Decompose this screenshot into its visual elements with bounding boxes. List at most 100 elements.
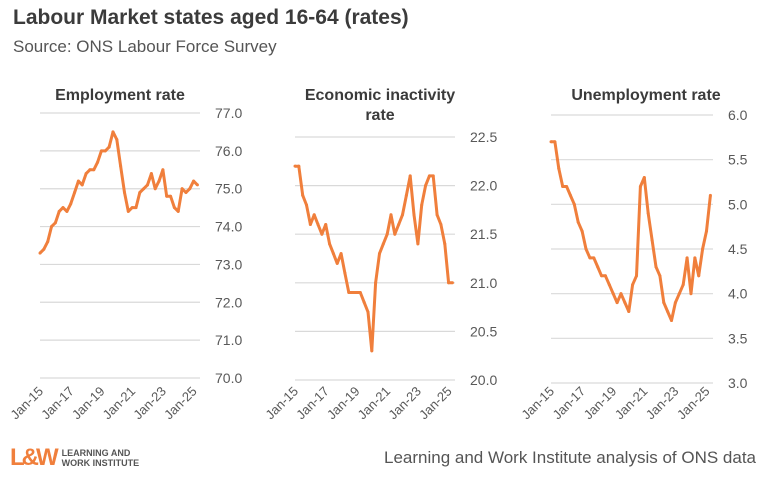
data-point [638, 184, 642, 188]
y-tick-label: 77.0 [215, 105, 242, 121]
data-point [377, 252, 381, 256]
data-point [324, 222, 328, 226]
data-point [584, 247, 588, 251]
data-point [549, 140, 553, 144]
data-point [339, 252, 343, 256]
data-point [693, 256, 697, 260]
data-point [424, 184, 428, 188]
data-point [328, 242, 332, 246]
data-point [685, 256, 689, 260]
y-tick-label: 4.5 [728, 241, 748, 257]
data-point [623, 301, 627, 305]
series-line [295, 164, 453, 353]
y-tick-label: 70.0 [215, 370, 242, 386]
data-point [576, 220, 580, 224]
data-point [374, 281, 378, 285]
data-point [354, 291, 358, 295]
data-point [592, 256, 596, 260]
data-point [161, 168, 165, 172]
data-point [635, 274, 639, 278]
data-point [565, 184, 569, 188]
data-point [312, 213, 316, 217]
data-point [126, 209, 130, 213]
data-point [408, 174, 412, 178]
data-point [335, 261, 339, 265]
data-point [343, 271, 347, 275]
data-point [99, 149, 103, 153]
data-point [119, 164, 123, 168]
data-point [57, 209, 61, 213]
data-point [53, 221, 57, 225]
data-point [447, 281, 451, 285]
data-point [416, 242, 420, 246]
data-point [153, 187, 157, 191]
data-point [184, 191, 188, 194]
x-tick-label: Jan-23 [130, 384, 169, 423]
x-tick-label: Jan-25 [674, 384, 713, 423]
data-point [654, 265, 658, 269]
data-point [443, 242, 447, 246]
y-tick-label: 73.0 [215, 256, 242, 272]
y-tick-label: 22.0 [470, 178, 497, 194]
data-point [572, 202, 576, 206]
y-tick-label: 75.0 [215, 181, 242, 197]
data-point [658, 274, 662, 278]
chart-2: Economic inactivity rate 20.0 20.5 21.0 21.5 2… [262, 87, 497, 422]
data-point [362, 300, 366, 304]
data-point [631, 283, 635, 287]
data-point [580, 229, 584, 233]
data-point [705, 229, 709, 233]
data-point [385, 232, 389, 236]
x-tick-label: Jan-19 [69, 384, 108, 423]
data-point [435, 213, 439, 217]
data-point [331, 252, 335, 256]
figure-subtitle: Source: ONS Labour Force Survey [13, 37, 277, 56]
x-tick-label: Jan-21 [100, 384, 139, 423]
x-tick-label: Jan-25 [416, 384, 455, 423]
data-point [122, 191, 126, 194]
chart-1: Employment rate 70.0 71.0 72.0 73.0 74.0 75.0 7… [7, 87, 242, 422]
data-point [347, 291, 351, 295]
series-line [551, 140, 712, 322]
data-point [293, 164, 297, 168]
y-tick-label: 3.5 [728, 330, 748, 346]
y-tick-label: 5.5 [728, 152, 748, 168]
data-point [358, 291, 362, 295]
y-tick-label: 22.5 [470, 129, 497, 145]
data-point [450, 281, 454, 285]
data-point [553, 140, 557, 144]
data-point [401, 213, 405, 217]
chart-3: Unemployment rate 3.0 3.5 4.0 4.5 5.0 5.5 6.0 Ja… [518, 87, 747, 422]
data-point [568, 193, 572, 197]
data-point [172, 206, 176, 210]
data-point [420, 203, 424, 207]
y-tick-label: 5.0 [728, 196, 748, 212]
data-point [92, 168, 96, 172]
data-point [169, 194, 173, 198]
data-point [308, 222, 312, 226]
data-point [370, 349, 374, 353]
data-point [146, 183, 150, 187]
data-point [708, 193, 712, 197]
data-point [134, 206, 138, 210]
y-tick-label: 20.5 [470, 323, 497, 339]
data-point [297, 164, 301, 168]
data-point [111, 130, 115, 134]
data-point [69, 202, 73, 206]
data-point [351, 291, 355, 295]
x-tick-label: Jan-25 [161, 384, 200, 423]
data-point [38, 251, 42, 255]
source-note: Learning and Work Institute analysis of … [384, 448, 756, 467]
data-point [611, 292, 615, 296]
data-point [188, 187, 192, 191]
data-point [84, 172, 88, 176]
x-tick-label: Jan-23 [643, 384, 682, 423]
figure-title: Labour Market states aged 16-64 (rates) [13, 6, 409, 29]
logo-line2: WORK INSTITUTE [61, 458, 140, 468]
data-point [619, 292, 623, 296]
data-point [670, 318, 674, 322]
data-point [195, 183, 199, 187]
chart-title: Unemployment rate [571, 87, 720, 104]
x-tick-label: Jan-21 [612, 384, 651, 423]
